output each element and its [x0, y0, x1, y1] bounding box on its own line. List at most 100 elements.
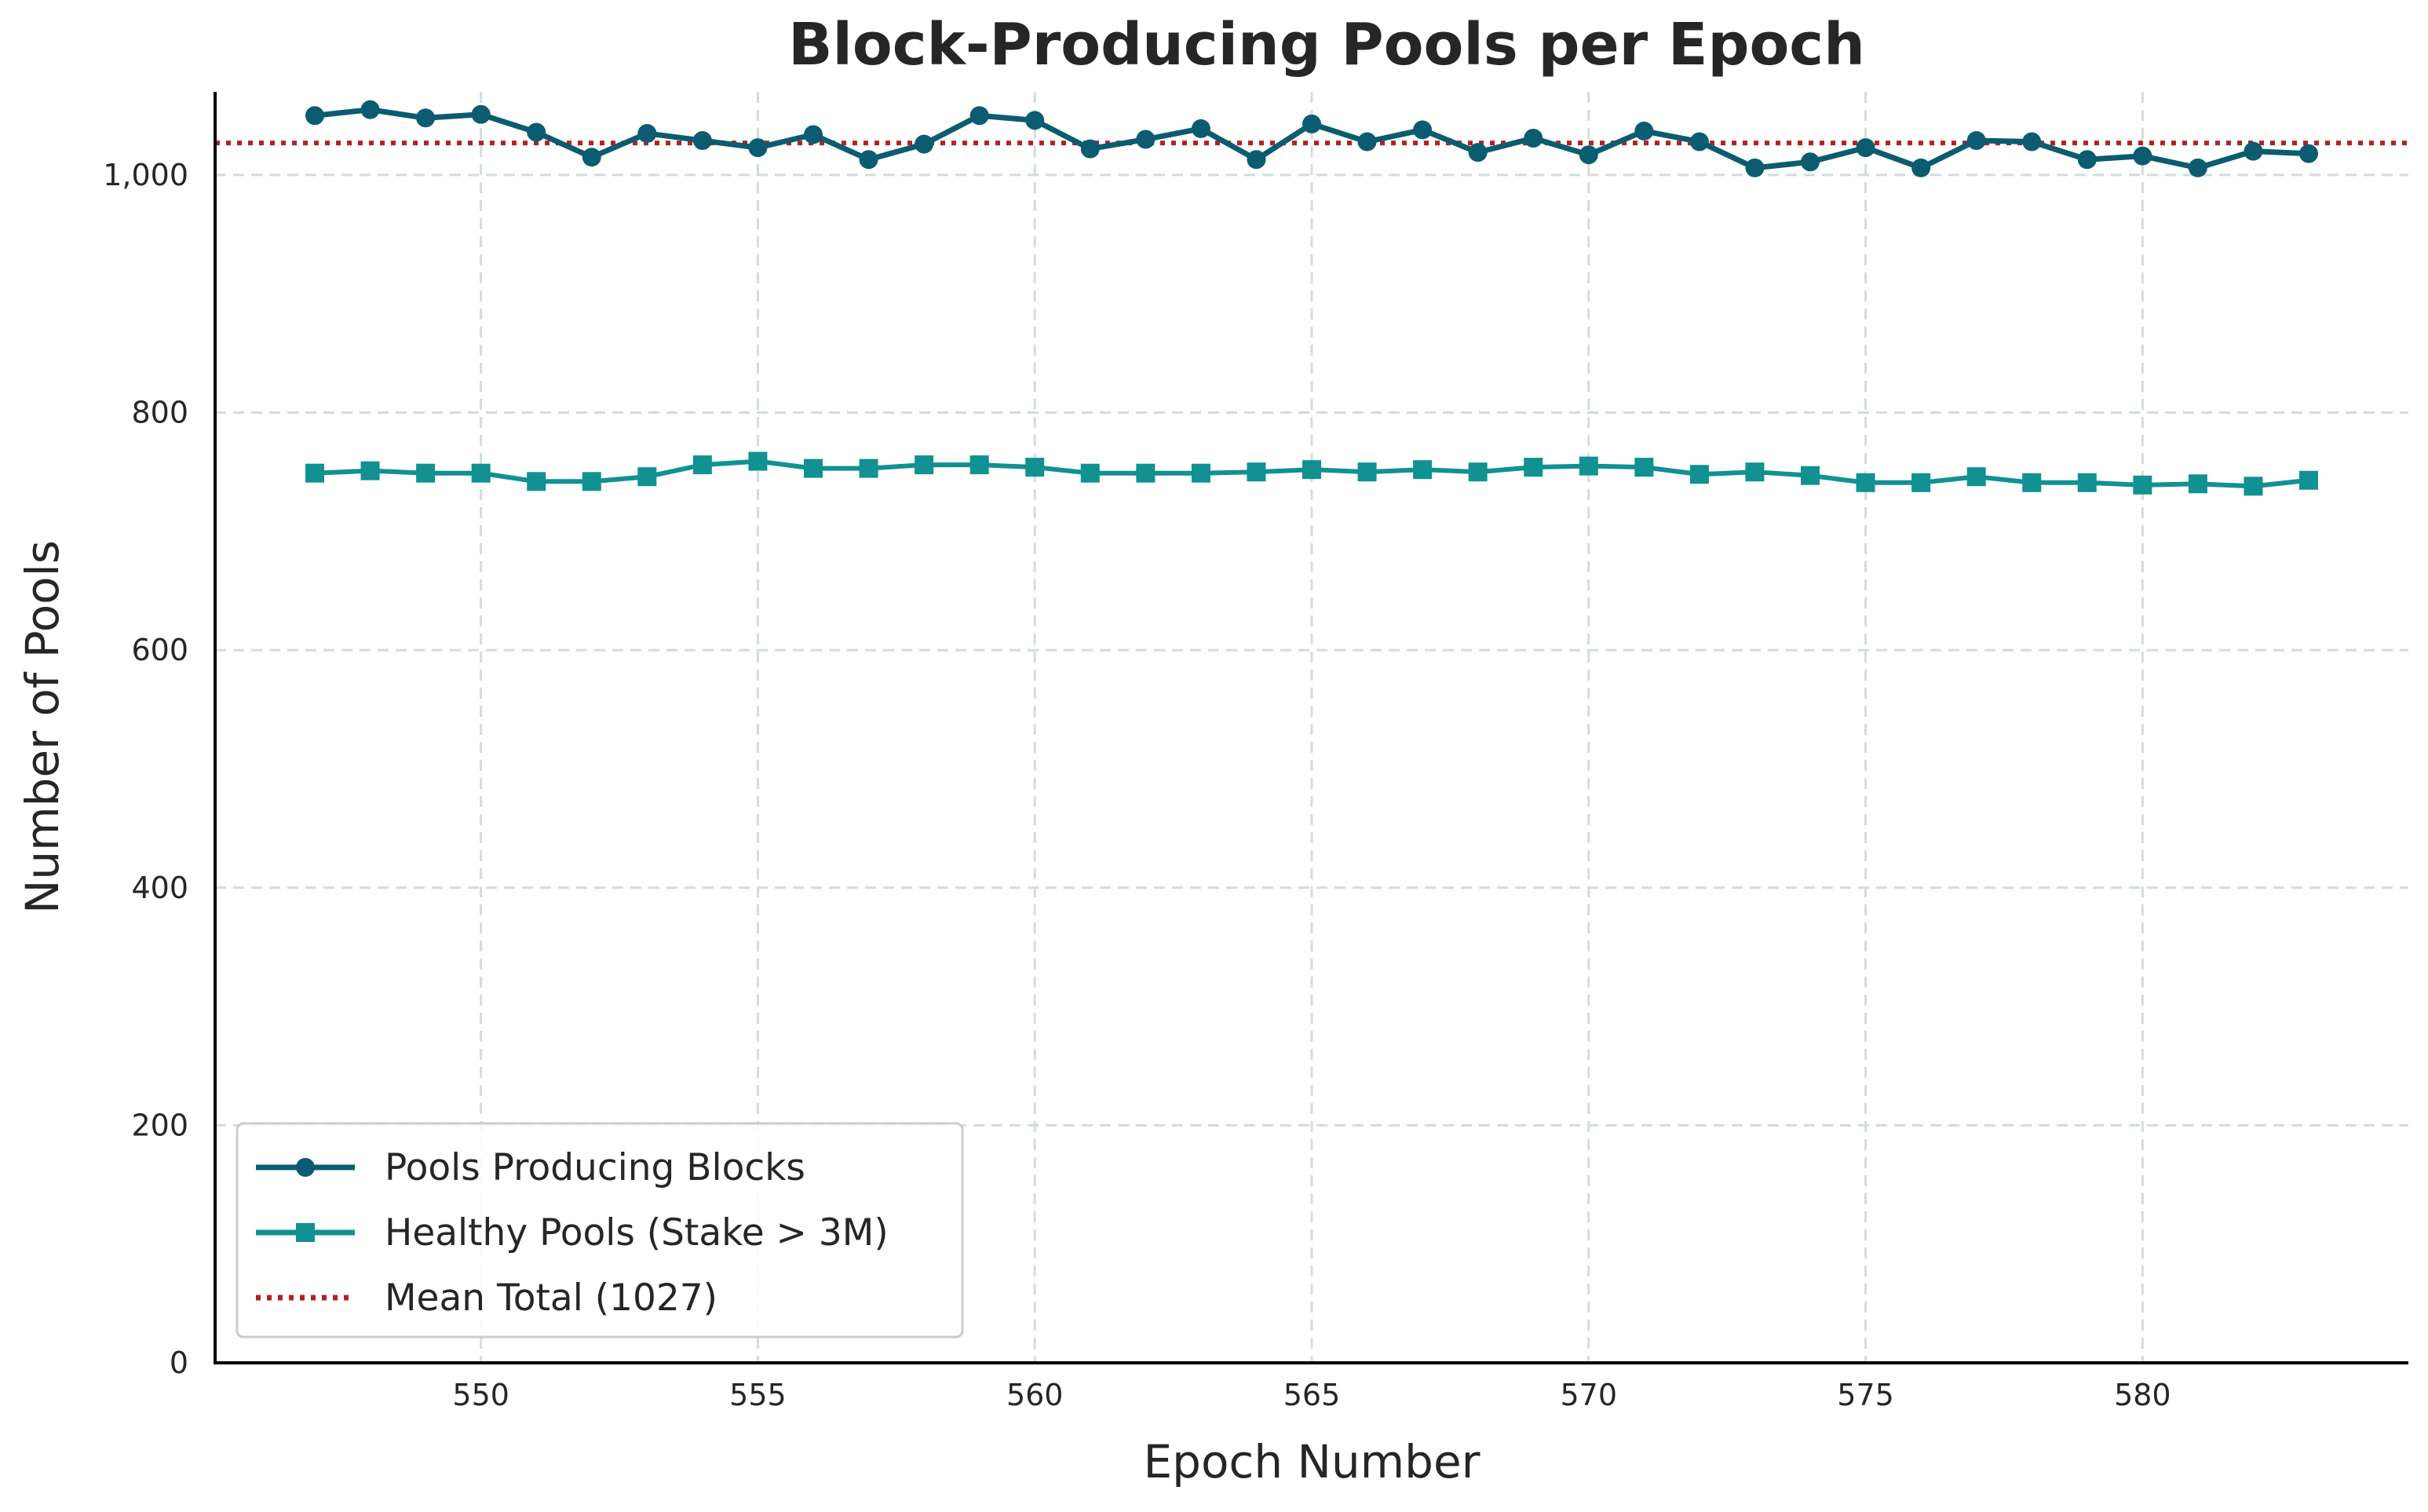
- data-point: [2077, 473, 2097, 492]
- data-point: [915, 134, 934, 154]
- data-point: [1357, 462, 1377, 482]
- data-point: [305, 106, 324, 126]
- data-point: [1191, 463, 1210, 483]
- data-point: [1579, 456, 1598, 476]
- x-tick-label: 565: [1283, 1378, 1341, 1412]
- data-point: [527, 122, 546, 142]
- data-point: [1745, 158, 1765, 177]
- x-tick-labels: 550 555 560 565 570 575 580: [452, 1378, 2171, 1412]
- data-point: [1524, 458, 1543, 477]
- data-point: [1966, 467, 1986, 487]
- data-point: [692, 131, 712, 151]
- data-point: [305, 463, 324, 483]
- data-point: [416, 463, 436, 483]
- data-point: [1413, 120, 1433, 140]
- y-tick-label: 600: [131, 633, 188, 667]
- y-tick-label: 0: [170, 1346, 188, 1380]
- legend-items: Pools Producing Blocks Healthy Pools (Sta…: [256, 1146, 889, 1320]
- data-point: [1025, 458, 1045, 477]
- data-point: [2244, 141, 2263, 161]
- axis-spines: [214, 92, 2408, 1364]
- data-point: [471, 463, 491, 483]
- data-point: [471, 104, 491, 124]
- data-point: [1856, 138, 1875, 158]
- data-point: [1524, 129, 1543, 148]
- series-1: [305, 100, 2318, 177]
- data-point: [1911, 158, 1931, 177]
- x-tick-label: 575: [1837, 1378, 1894, 1412]
- legend-swatch-marker: [296, 1223, 315, 1242]
- data-point: [1247, 462, 1266, 482]
- data-point: [1468, 143, 1488, 163]
- data-point: [1136, 463, 1156, 483]
- x-tick-label: 580: [2114, 1378, 2171, 1412]
- data-point: [2244, 477, 2263, 496]
- data-point: [1136, 130, 1156, 149]
- legend-swatch-marker: [296, 1158, 315, 1177]
- data-point: [748, 451, 768, 471]
- data-point: [1801, 152, 1820, 172]
- data-point: [637, 467, 657, 487]
- x-axis-label: Epoch Number: [1143, 1435, 1480, 1488]
- legend-item-3: Mean Total (1027): [256, 1276, 717, 1320]
- data-point: [1191, 119, 1210, 138]
- data-point: [2188, 158, 2207, 177]
- data-point: [748, 138, 768, 158]
- axes: [214, 92, 2408, 1364]
- data-point: [1745, 462, 1765, 482]
- y-tick-label: 800: [131, 396, 188, 430]
- data-point: [2188, 474, 2207, 494]
- y-tick-label: 400: [131, 871, 188, 905]
- data-point: [416, 108, 436, 128]
- data-point: [1689, 465, 1709, 484]
- data-point: [2299, 144, 2318, 163]
- data-point: [1357, 132, 1377, 152]
- data-point: [1856, 473, 1875, 492]
- data-point: [1413, 460, 1433, 480]
- data-point: [1634, 121, 1654, 141]
- data-point: [582, 148, 601, 167]
- data-point: [915, 455, 934, 475]
- y-tick-label: 200: [131, 1108, 188, 1142]
- legend-item-1: Pools Producing Blocks: [256, 1146, 805, 1189]
- data-point: [527, 472, 546, 491]
- data-point: [969, 106, 989, 126]
- data-point: [804, 458, 823, 478]
- data-point: [582, 472, 601, 491]
- legend-label: Mean Total (1027): [385, 1276, 717, 1320]
- x-tick-label: 550: [452, 1378, 509, 1412]
- series-2: [305, 451, 2318, 496]
- data-point: [859, 458, 878, 478]
- data-point: [804, 125, 823, 144]
- data-point: [1634, 458, 1654, 477]
- data-point: [1801, 466, 1820, 485]
- legend-label: Healthy Pools (Stake > 3M): [385, 1211, 889, 1255]
- data-point: [637, 123, 657, 143]
- data-point: [360, 461, 380, 480]
- data-point: [360, 100, 380, 119]
- data-point: [969, 455, 989, 475]
- data-point: [2022, 473, 2042, 492]
- data-point: [1579, 145, 1598, 165]
- data-point: [1689, 132, 1709, 152]
- data-point: [1080, 463, 1100, 483]
- data-point: [1247, 150, 1266, 170]
- data-point: [1911, 473, 1931, 492]
- x-tick-label: 555: [729, 1378, 787, 1412]
- data-point: [859, 150, 878, 170]
- data-point: [2133, 146, 2152, 166]
- data-point: [692, 455, 712, 475]
- legend: Pools Producing Blocks Healthy Pools (Sta…: [235, 1122, 964, 1339]
- data-point: [1302, 460, 1321, 480]
- chart-title: Block-Producing Pools per Epoch: [788, 11, 1865, 79]
- data-point: [2022, 132, 2042, 152]
- data-point: [1302, 114, 1321, 133]
- legend-item-2: Healthy Pools (Stake > 3M): [256, 1211, 889, 1255]
- data-point: [1468, 462, 1488, 482]
- series-layer: [305, 100, 2318, 496]
- x-tick-label: 570: [1561, 1378, 1618, 1412]
- data-point: [2077, 150, 2097, 170]
- data-point: [1080, 139, 1100, 159]
